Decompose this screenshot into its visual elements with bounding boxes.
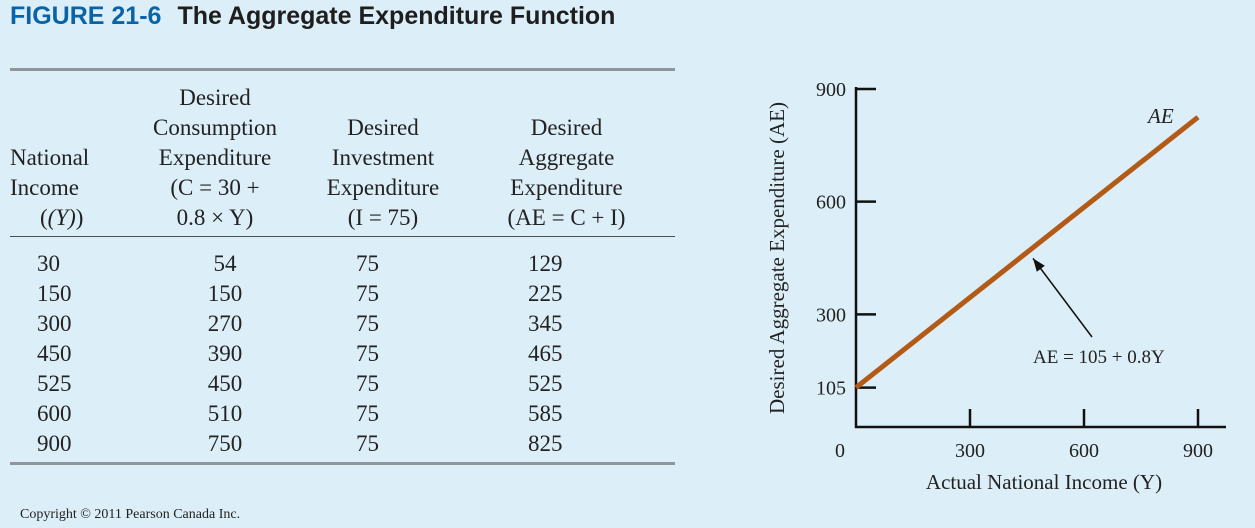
table-cell: 75 [356,401,379,426]
annotation-arrow-line [1032,257,1093,338]
table-cell: 825 [458,429,675,465]
header-line: (AE = C + I) [507,205,626,230]
table-cell: 345 [528,311,563,336]
figure-title: FIGURE 21-6 The Aggregate Expenditure Fun… [10,2,615,31]
table-cell: 75 [356,371,379,396]
table-cell: 54 [213,251,237,276]
y-tick-label: 300 [816,304,846,326]
table-cell: 390 [207,341,243,366]
table-cell: 525 [37,371,72,396]
table-header-row: National Income ((Y)) Desired Consumptio… [10,68,675,237]
x-tick-label: 300 [955,440,985,462]
table-cell: 900 [10,429,122,465]
header-line: Expenditure [158,145,272,170]
y-axis-label: Desired Aggregate Expenditure (AE) [765,102,789,414]
table-cell: 510 [207,401,243,426]
y-tick-label: 600 [816,192,846,214]
x-tick-label: 900 [1183,440,1213,462]
table-cell: 129 [528,251,563,276]
table-cell: 300 [37,311,72,336]
header-line: Expenditure [510,175,623,200]
header-investment: Desired Investment Expenditure (I = 75) [308,68,458,237]
table-body: 30 54 75 129 150 150 75 225 300 270 75 345 450 390 75 4… [10,237,675,465]
figure-number: FIGURE 21-6 [10,2,162,30]
table-cell: 75 [308,429,458,465]
annotation-arrowhead [1033,258,1045,272]
figure-name: The Aggregate Expenditure Function [177,2,616,30]
table-row: 450 390 75 465 [10,339,675,369]
table-cell: 465 [528,341,563,366]
table-row: 150 150 75 225 [10,279,675,309]
table-row: 900 750 75 825 [10,429,675,465]
table-cell: 225 [528,281,563,306]
y-tick-label: 105 [816,378,846,400]
table-row: 600 510 75 585 [10,399,675,429]
header-line: Expenditure [326,175,440,200]
x-axis-label: Actual National Income (Y) [926,470,1162,494]
table-cell: 75 [356,251,379,276]
table-cell: 525 [528,371,563,396]
table-cell: 585 [528,401,563,426]
header-line: Aggregate [518,145,615,170]
table-cell: 450 [37,341,72,366]
table-row: 525 450 75 525 [10,369,675,399]
table-cell: 150 [37,281,72,306]
header-line: Desired [347,115,419,140]
x-tick-label: 600 [1069,440,1099,462]
copyright-notice: Copyright © 2011 Pearson Canada Inc. [20,507,241,522]
ae-line [854,115,1200,390]
table-cell: 150 [207,281,243,306]
table-cell: 75 [356,341,379,366]
table-row: 300 270 75 345 [10,309,675,339]
table-cell: 75 [356,311,379,336]
x-tick-label: 0 [835,440,845,462]
table-row: 30 54 75 129 [10,237,675,280]
series-label: AE [1146,104,1174,128]
table-cell: 270 [207,311,243,336]
header-line: Desired [530,115,603,140]
header-line: ((Y)) [40,205,84,230]
data-table-container: National Income ((Y)) Desired Consumptio… [10,68,675,465]
table-cell: 75 [356,281,379,306]
data-table: National Income ((Y)) Desired Consumptio… [10,68,675,465]
header-line: Desired [179,85,251,110]
header-line: Income [10,175,79,200]
table-cell: 30 [37,251,60,276]
header-line: National [10,145,90,170]
y-tick-label: 900 [816,79,846,101]
table-cell: 450 [207,371,243,396]
header-line: (C = 30 + [170,175,260,200]
header-line: Investment [331,145,435,170]
header-line: 0.8 × Y) [176,205,254,230]
header-line: (I = 75) [347,205,419,230]
header-consumption: Desired Consumption Expenditure (C = 30 … [122,68,308,237]
header-national-income: National Income ((Y)) [10,68,122,237]
header-line: Consumption [153,115,277,140]
annotation-label: AE = 105 + 0.8Y [1033,347,1165,368]
table-cell: 750 [122,429,308,465]
table-cell: 600 [37,401,72,426]
header-aggregate: Desired Aggregate Expenditure (AE = C + … [458,68,675,237]
